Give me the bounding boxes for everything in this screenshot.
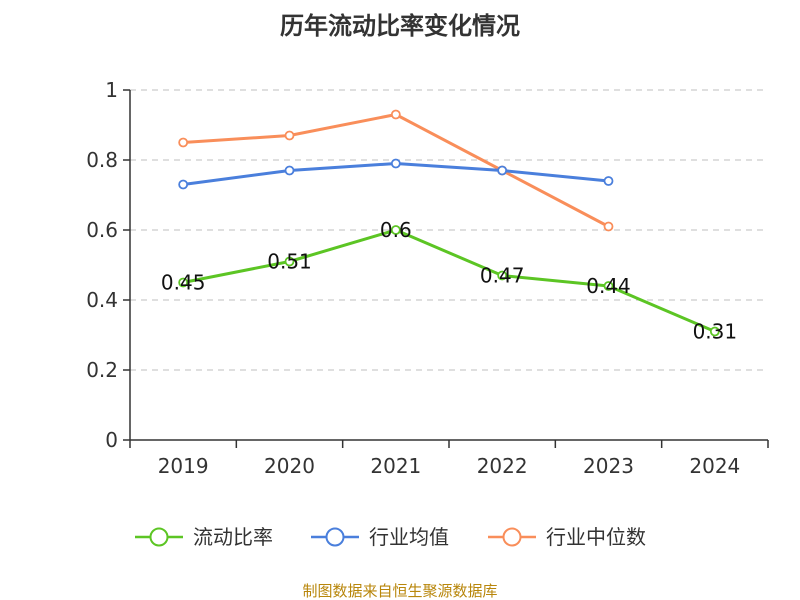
data-point[interactable] (603, 176, 614, 186)
series-2 (178, 109, 614, 232)
legend-label: 行业均值 (369, 525, 449, 549)
x-tick-label: 2021 (370, 454, 421, 478)
legend-item[interactable]: 行业均值 (311, 525, 449, 549)
legend-item[interactable]: 流动比率 (135, 525, 273, 549)
legend-item[interactable]: 行业中位数 (488, 525, 646, 549)
data-point[interactable] (709, 326, 720, 337)
y-tick-label: 0.4 (86, 288, 118, 312)
source-note: 制图数据来自恒生聚源数据库 (302, 582, 497, 600)
data-point[interactable] (390, 158, 401, 169)
x-tick-label: 2022 (477, 454, 528, 478)
data-label: 0.47 (480, 264, 525, 288)
legend-marker-icon (149, 527, 169, 547)
chart-title: 历年流动比率变化情况 (280, 12, 520, 40)
data-point[interactable] (603, 221, 614, 232)
x-tick-label: 2024 (689, 454, 740, 478)
data-label: 0.6 (380, 218, 412, 242)
data-point[interactable] (178, 179, 189, 190)
data-point[interactable] (390, 109, 401, 120)
data-label: 0.45 (161, 271, 206, 295)
data-label: 0.44 (586, 274, 631, 298)
data-labels: 0.45 0.51 0.6 0.47 0.44 0.31 (161, 218, 737, 344)
legend-label: 行业中位数 (546, 525, 646, 549)
series-1 (178, 158, 614, 190)
series-layer (178, 109, 720, 337)
x-tick-label: 2020 (264, 454, 315, 478)
series-0 (178, 225, 720, 337)
data-label: 0.31 (693, 320, 738, 344)
grid-lines (130, 89, 768, 371)
legend-label: 流动比率 (193, 525, 273, 549)
data-point[interactable] (603, 281, 614, 291)
y-tick-label: 0.8 (86, 148, 118, 172)
legend[interactable]: 流动比率 行业均值 行业中位数 (135, 525, 646, 549)
data-point[interactable] (284, 130, 295, 141)
data-point[interactable] (497, 165, 508, 176)
x-tick-label: 2019 (158, 454, 209, 478)
data-point[interactable] (497, 270, 508, 281)
data-point[interactable] (178, 137, 189, 148)
y-tick-label: 0.2 (86, 358, 118, 382)
data-label: 0.51 (267, 250, 312, 274)
data-point[interactable] (178, 277, 189, 288)
y-tick-label: 1 (105, 78, 118, 102)
axes: 0 0.2 0.4 0.6 0.8 1 2019 2020 2021 2022 2023 2024 (86, 78, 769, 478)
series-line (182, 228, 716, 333)
legend-marker-icon (502, 527, 522, 547)
data-point[interactable] (284, 256, 295, 267)
series-line (183, 113, 610, 228)
x-tick-label: 2023 (583, 454, 634, 478)
legend-marker-icon (325, 527, 345, 547)
data-point[interactable] (284, 165, 295, 176)
y-tick-label: 0 (105, 428, 118, 452)
y-tick-label: 0.6 (86, 218, 118, 242)
data-point[interactable] (390, 225, 401, 235)
